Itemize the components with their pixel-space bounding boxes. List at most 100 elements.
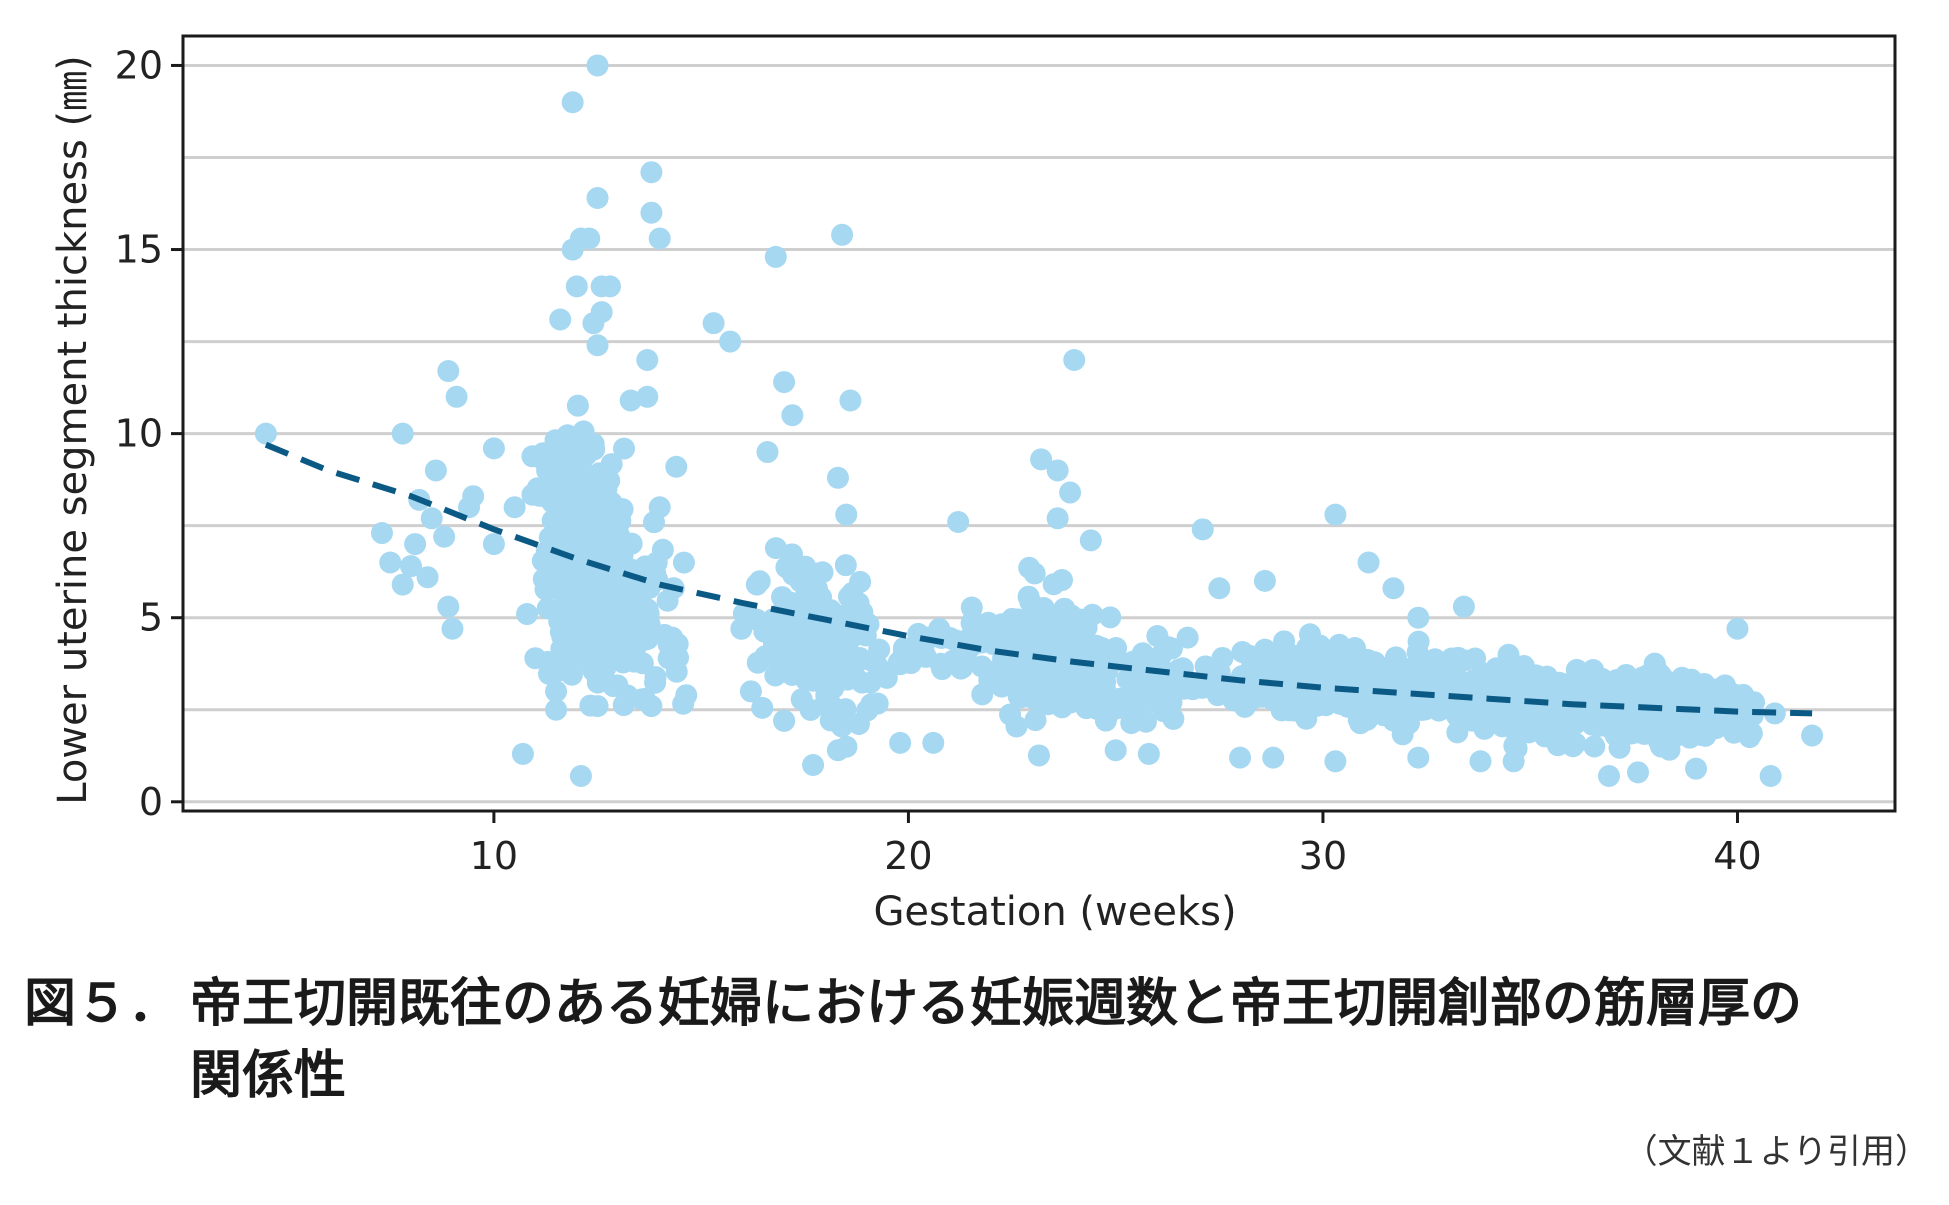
- data-point: [631, 652, 654, 675]
- data-point: [1146, 625, 1169, 648]
- data-point: [1382, 709, 1405, 732]
- data-point: [391, 573, 414, 596]
- trend-line: [264, 441, 1813, 717]
- data-point: [1047, 649, 1070, 672]
- data-point: [545, 698, 568, 721]
- data-point: [1382, 577, 1405, 600]
- data-point: [1485, 657, 1508, 680]
- data-point: [1502, 750, 1525, 773]
- data-point: [640, 201, 663, 224]
- data-point: [586, 695, 609, 718]
- data-point: [826, 466, 849, 489]
- data-point: [732, 602, 755, 625]
- data-point: [1281, 676, 1304, 699]
- data-point: [751, 696, 774, 719]
- data-point: [759, 620, 782, 643]
- data-point: [420, 507, 443, 530]
- data-point: [1034, 604, 1057, 627]
- data-point: [1133, 686, 1156, 709]
- data-point: [569, 546, 592, 569]
- data-point: [1626, 761, 1649, 784]
- data-point: [672, 551, 695, 574]
- data-point: [1027, 744, 1050, 767]
- data-point: [1597, 765, 1620, 788]
- data-point: [1191, 518, 1214, 541]
- data-point: [1273, 630, 1296, 653]
- data-point: [437, 595, 460, 618]
- data-point: [860, 693, 883, 716]
- data-point: [1512, 654, 1535, 677]
- data-point: [586, 334, 609, 357]
- data-point: [1191, 676, 1214, 699]
- data-point: [640, 161, 663, 184]
- data-point: [590, 301, 613, 324]
- data-point: [1280, 653, 1303, 676]
- data-point: [254, 422, 277, 445]
- data-point: [1328, 633, 1351, 656]
- data-point: [1211, 646, 1234, 669]
- data-point: [1373, 692, 1396, 715]
- data-point: [802, 753, 825, 776]
- data-point: [1692, 708, 1715, 731]
- data-point: [503, 496, 526, 519]
- data-point: [1063, 348, 1086, 371]
- data-point: [781, 404, 804, 427]
- data-point: [636, 348, 659, 371]
- data-point: [1019, 590, 1042, 613]
- caption-text-line1: 帝王切開既往のある妊婦における妊娠週数と帝王切開創部の筋層厚の: [190, 974, 1803, 1034]
- data-point: [773, 371, 796, 394]
- data-point: [947, 510, 970, 533]
- y-tick-label: 0: [139, 780, 163, 824]
- data-point: [1416, 669, 1439, 692]
- data-point: [1030, 448, 1053, 471]
- source-citation: （文献１より引用）: [1623, 1132, 1929, 1172]
- data-point: [482, 437, 505, 460]
- data-point: [1579, 682, 1602, 705]
- data-point: [634, 555, 657, 578]
- data-point: [462, 485, 485, 508]
- data-point: [831, 223, 854, 246]
- data-point: [561, 91, 584, 114]
- data-point: [784, 653, 807, 676]
- data-point: [619, 389, 642, 412]
- data-point: [1557, 673, 1580, 696]
- data-point: [657, 647, 680, 670]
- data-point: [1324, 503, 1347, 526]
- data-point: [1401, 693, 1424, 716]
- data-point: [1407, 630, 1430, 653]
- data-point: [819, 668, 842, 691]
- data-point: [754, 645, 777, 668]
- data-point: [445, 385, 468, 408]
- plot-frame: [181, 34, 1897, 813]
- data-point: [613, 437, 636, 460]
- y-axis-title: Lower uterine segment thickness (㎜): [50, 55, 96, 804]
- data-point: [841, 581, 864, 604]
- data-point: [433, 525, 456, 548]
- data-point: [764, 245, 787, 268]
- data-point: [1717, 688, 1740, 711]
- data-point: [773, 709, 796, 732]
- data-point: [640, 695, 663, 718]
- data-point: [399, 555, 422, 578]
- data-point: [892, 640, 915, 663]
- data-point: [1048, 686, 1071, 709]
- data-point: [889, 731, 912, 754]
- data-point: [536, 650, 559, 673]
- data-point: [1053, 597, 1076, 620]
- data-point: [830, 715, 853, 738]
- figure-number: 図５．: [24, 974, 181, 1034]
- data-point: [404, 533, 427, 556]
- y-tick-label: 15: [115, 228, 163, 272]
- data-point: [834, 698, 857, 721]
- data-point: [1046, 459, 1069, 482]
- data-point: [702, 312, 725, 335]
- data-point: [1292, 698, 1315, 721]
- data-point: [1451, 702, 1474, 725]
- data-point: [1042, 573, 1065, 596]
- data-point: [437, 360, 460, 383]
- data-point: [1208, 577, 1231, 600]
- data-point: [868, 638, 891, 661]
- data-point: [1608, 683, 1631, 706]
- data-point: [1081, 603, 1104, 626]
- data-point: [424, 459, 447, 482]
